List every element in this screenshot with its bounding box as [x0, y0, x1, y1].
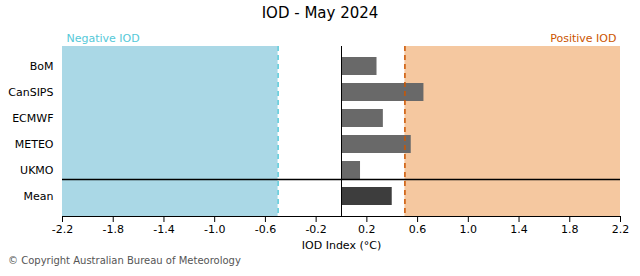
svg-text:0.2: 0.2 — [358, 223, 376, 236]
svg-text:-2.2: -2.2 — [52, 223, 73, 236]
svg-text:Negative IOD: Negative IOD — [67, 32, 140, 45]
svg-text:CanSIPS: CanSIPS — [8, 86, 53, 99]
svg-text:IOD Index (°C): IOD Index (°C) — [302, 239, 381, 252]
svg-text:2.2: 2.2 — [612, 223, 630, 236]
svg-text:-1.8: -1.8 — [102, 223, 123, 236]
svg-text:Positive IOD: Positive IOD — [550, 32, 616, 45]
svg-text:ECMWF: ECMWF — [12, 112, 53, 125]
svg-text:0.6: 0.6 — [409, 223, 427, 236]
svg-text:METEO: METEO — [15, 138, 54, 151]
html-text:IOD - May 2024: IOD - May 2024 — [261, 4, 379, 22]
svg-text:-1.0: -1.0 — [204, 223, 225, 236]
svg-text:-1.4: -1.4 — [153, 223, 174, 236]
svg-text:-0.2: -0.2 — [305, 223, 326, 236]
svg-text:Mean: Mean — [24, 190, 54, 203]
svg-text:1.8: 1.8 — [561, 223, 579, 236]
svg-text:UKMO: UKMO — [20, 164, 54, 177]
svg-text:-0.6: -0.6 — [255, 223, 276, 236]
svg-text:BoM: BoM — [30, 60, 54, 73]
svg-text:1.0: 1.0 — [460, 223, 478, 236]
html-text:© Copyright Australian Bureau: © Copyright Australian Bureau of Meteoro… — [8, 255, 241, 266]
svg-text:1.4: 1.4 — [510, 223, 528, 236]
